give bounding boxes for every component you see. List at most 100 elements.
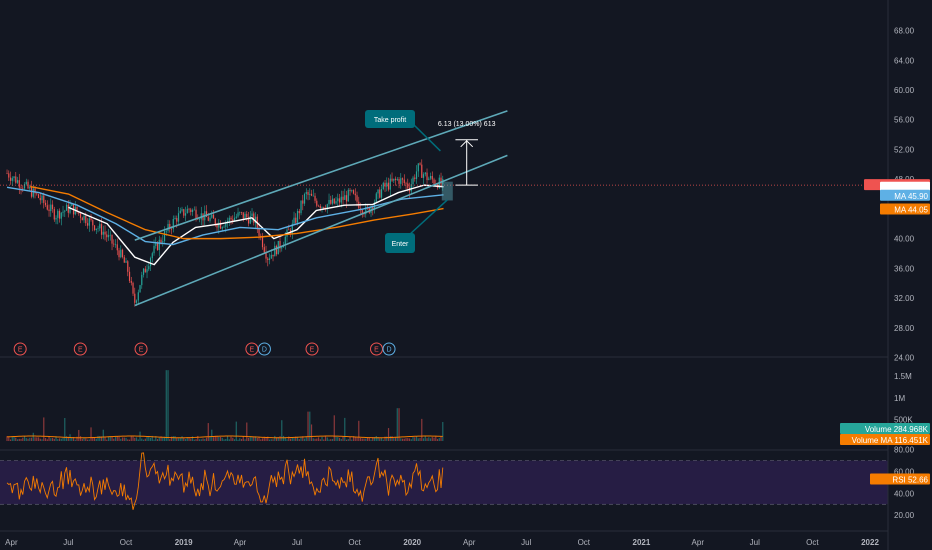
volume-bar — [240, 438, 243, 441]
candle-body — [337, 198, 339, 202]
earnings-marker[interactable] — [13, 342, 27, 356]
time-tick-label: Jul — [750, 538, 760, 547]
dividend-marker[interactable] — [382, 342, 396, 356]
rsi-axis[interactable]: 20.00 40.00 60.00 80.00 — [894, 446, 915, 520]
volume-bar — [359, 437, 362, 441]
volume-bar — [393, 438, 395, 441]
candle-body — [125, 261, 127, 263]
candle-body — [422, 174, 425, 178]
earnings-marker[interactable] — [134, 342, 148, 356]
price-tick-label: 68.00 — [894, 27, 915, 36]
enter-callout[interactable] — [385, 233, 415, 253]
candle-body — [111, 234, 113, 244]
candle-body — [71, 204, 73, 206]
earnings-marker[interactable] — [73, 342, 87, 356]
earnings-marker[interactable] — [370, 342, 384, 356]
volume-bar — [307, 411, 309, 441]
volume-bar — [291, 437, 293, 441]
volume-bar — [260, 439, 262, 441]
candle-body — [85, 215, 87, 224]
candle-body — [239, 212, 241, 213]
volume-bar — [153, 439, 155, 441]
volume-bar — [57, 439, 59, 441]
volume-ma-badge — [840, 434, 930, 445]
volume-bar — [20, 438, 22, 441]
candle-body — [177, 213, 180, 222]
candle-body — [429, 175, 432, 179]
earnings-marker[interactable] — [305, 342, 319, 356]
candle-body — [223, 226, 225, 228]
volume-bar — [23, 435, 26, 441]
volume-tick-label: 500K — [894, 415, 913, 424]
candle-body — [27, 181, 29, 189]
candle-body — [428, 178, 430, 180]
candle-body — [398, 179, 400, 184]
candle-body — [321, 207, 323, 208]
volume-bar — [13, 436, 15, 441]
candle-body — [356, 195, 358, 202]
take-profit-callout[interactable] — [365, 110, 415, 128]
volume-bar — [22, 437, 24, 441]
candle-body — [114, 244, 117, 246]
volume-bar — [212, 437, 215, 441]
volume-bar — [218, 436, 220, 441]
volume-bar — [270, 439, 272, 441]
candle-body — [307, 191, 309, 195]
candle-body — [195, 209, 197, 219]
channel-lower-line[interactable] — [134, 154, 508, 307]
earnings-marker[interactable] — [245, 342, 259, 356]
volume-bar — [162, 437, 164, 441]
volume-bar — [113, 438, 115, 441]
price-tick-label: 64.00 — [894, 56, 915, 65]
candle-body — [281, 247, 283, 249]
candle-body — [198, 219, 201, 220]
candle-body — [158, 239, 160, 251]
candle-body — [396, 179, 398, 180]
candle-body — [319, 205, 321, 208]
candle-body — [109, 234, 111, 236]
volume-bar — [181, 436, 183, 441]
volume-bar — [237, 439, 239, 441]
candle-body — [172, 218, 174, 229]
candle-body — [365, 206, 367, 215]
candle-body — [254, 216, 257, 223]
volume-bar — [167, 370, 169, 441]
volume-bar — [41, 439, 43, 441]
moving-average-line — [6, 186, 444, 246]
volume-bar — [130, 436, 132, 441]
volume-bar — [100, 436, 103, 441]
time-axis[interactable]: Apr Jul Oct 2019 Apr Jul Oct 2020 Apr Jul Oct 2021 A… — [5, 538, 879, 547]
volume-bar — [165, 370, 167, 441]
volume-bar — [421, 418, 423, 441]
volume-bar — [198, 439, 201, 441]
candle-body — [419, 163, 421, 165]
volume-bar — [386, 436, 388, 441]
candle-body — [65, 204, 68, 211]
event-letter: E — [18, 347, 23, 354]
volume-bar — [228, 439, 230, 441]
rsi-series — [6, 452, 444, 510]
volume-bar — [330, 439, 332, 441]
candle-body — [305, 191, 307, 194]
volume-axis[interactable]: 500K 1M 1.5M — [894, 372, 913, 424]
candle-body — [155, 242, 157, 246]
candle-body — [309, 193, 311, 195]
candle-body — [209, 217, 211, 221]
volume-bar — [109, 436, 111, 441]
dividend-marker[interactable] — [257, 342, 271, 356]
volume-bar — [363, 438, 365, 441]
volume-bar — [415, 436, 418, 441]
entry-box[interactable] — [441, 181, 453, 201]
volume-bar — [86, 439, 89, 441]
channel-upper-line[interactable] — [134, 110, 508, 241]
volume-bar — [254, 436, 257, 441]
volume-bar — [230, 436, 232, 441]
ma-orange-badge-text: MA 44.05 — [894, 206, 928, 215]
candle-body — [39, 197, 41, 201]
volume-bar — [340, 438, 342, 441]
drawings[interactable]: 6.13 (13.00%) 613 Take profit Enter — [0, 110, 888, 307]
volume-bar — [127, 439, 129, 441]
candle-body — [312, 195, 314, 197]
